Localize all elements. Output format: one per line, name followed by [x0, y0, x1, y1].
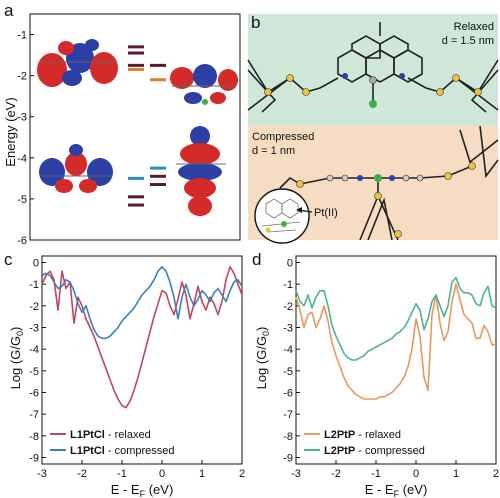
- panel-c-ylabel: Log (G/G0): [8, 327, 25, 390]
- panel-d-ylabel: Log (G/G0): [254, 327, 271, 390]
- orbital-homo-right-illustration: [176, 126, 226, 216]
- panel-a-ytick-label: -5: [17, 194, 27, 206]
- panel-a-ytick-label: -6: [17, 235, 27, 247]
- panel-a-y-ticks: -1 -2 -3 -4 -5 -6: [17, 30, 34, 247]
- panel-a-frame: [29, 13, 241, 241]
- y-tick-label: -4: [283, 344, 293, 356]
- y-tick-label: -5: [29, 366, 39, 378]
- y-tick-label: -2: [29, 301, 39, 313]
- y-tick-label: -1: [283, 279, 293, 291]
- legend-entry: L1PtCl - relaxed: [70, 429, 151, 441]
- x-tick-label: 1: [453, 468, 459, 480]
- x-tick-label: -2: [77, 468, 87, 480]
- pt-inset-illustration: [254, 188, 313, 244]
- orbital-lumo-left-illustration: [37, 39, 118, 87]
- y-tick-label: -3: [29, 323, 39, 335]
- x-tick-label: 2: [239, 468, 245, 480]
- y-tick-label: -3: [283, 323, 293, 335]
- compressed-distance: d = 1 nm: [252, 145, 295, 157]
- x-tick-label: 1: [199, 468, 205, 480]
- y-tick-label: -8: [29, 431, 39, 443]
- y-tick-label: -4: [29, 344, 39, 356]
- panel-c-series: [41, 266, 243, 409]
- y-tick-label: -9: [283, 453, 293, 465]
- relaxed-molecule-illustration: [247, 22, 499, 113]
- panel-a-label: a: [4, 1, 14, 20]
- panel-c-ticks: -3 -2 -1 0 1 2 0 -1 -2 -3 -4 -5 -6 -7 -8 -9: [29, 258, 245, 481]
- panel-d-ticks: -3 -2 -1 0 1 2 0 -1 -2 -3 -4 -5 -6 -7 -8 -9: [283, 258, 499, 481]
- panel-d-legend: L2PtP - relaxed L2PtP - compressed: [304, 429, 425, 457]
- y-tick-label: -9: [29, 453, 39, 465]
- panel-d: d Log (G/G0) E - EF (eV) -3 -2 -1 0 1 20-1-2-…: [252, 250, 499, 498]
- y-tick-label: -5: [283, 366, 293, 378]
- pt-label: Pt(II): [314, 207, 338, 219]
- x-tick-label: -3: [291, 468, 301, 480]
- y-tick-label: 0: [33, 258, 39, 270]
- panel-a-ytick-label: -2: [17, 71, 27, 83]
- panel-d-frame: [295, 255, 497, 465]
- y-tick-label: -6: [283, 388, 293, 400]
- orbital-lumo-right-illustration: [170, 64, 238, 105]
- panel-c-xlabel: E - EF (eV): [111, 482, 174, 498]
- relaxed-distance: d = 1.5 nm: [442, 35, 494, 47]
- x-tick-label: 2: [493, 468, 499, 480]
- panel-d-xlabel: E - EF (eV): [365, 482, 428, 498]
- panel-a-ytick-label: -3: [17, 112, 27, 124]
- y-tick-label: -7: [283, 409, 293, 421]
- y-tick-label: -1: [29, 279, 39, 291]
- x-tick-label: 0: [159, 468, 165, 480]
- x-tick-label: -3: [37, 468, 47, 480]
- panel-c-legend: L1PtCl - relaxed L1PtCl - compressed: [50, 429, 175, 457]
- y-tick-label: -6: [29, 388, 39, 400]
- x-tick-label: -1: [117, 468, 127, 480]
- y-tick-label: -8: [283, 431, 293, 443]
- panel-a-ylabel: Energy (eV): [3, 97, 18, 166]
- panel-d-label: d: [252, 250, 261, 269]
- orbital-homo-left-illustration: [39, 144, 113, 193]
- legend-entry: L1PtCl - compressed: [70, 445, 175, 457]
- y-tick-label: -2: [283, 301, 293, 313]
- panel-a-ytick-label: -1: [17, 30, 27, 42]
- c-series-line-1: [41, 266, 243, 340]
- c-series-line-0: [41, 266, 243, 409]
- d-series-line-1: [295, 276, 497, 361]
- panel-b: b Relaxed d = 1.5 nm Compressed d = 1 nm: [247, 13, 499, 244]
- panel-c: c Log (G/G0) E - EF (eV) -3 -2 -1 0 1 20-1-2-…: [4, 250, 245, 498]
- legend-entry: L2PtP - compressed: [324, 445, 425, 457]
- relaxed-atoms: [264, 73, 482, 108]
- x-tick-label: -1: [371, 468, 381, 480]
- panel-a-ytick-label: -4: [17, 153, 27, 165]
- panel-a: a Energy (eV) -1 -2 -3 -4 -5 -6: [3, 1, 241, 247]
- d-series-line-0: [295, 283, 496, 400]
- panel-c-frame: [41, 255, 243, 465]
- panel-c-label: c: [4, 250, 13, 269]
- x-tick-label: 0: [413, 468, 419, 480]
- compressed-atoms: [296, 162, 476, 238]
- panel-b-label: b: [251, 13, 260, 32]
- panel-d-series: [295, 276, 497, 400]
- y-tick-label: -7: [29, 409, 39, 421]
- legend-entry: L2PtP - relaxed: [324, 429, 401, 441]
- y-tick-label: 0: [287, 258, 293, 270]
- panel-a-energy-levels: [128, 45, 166, 207]
- compressed-title: Compressed: [252, 131, 314, 143]
- relaxed-title: Relaxed: [454, 21, 494, 33]
- x-tick-label: -2: [331, 468, 341, 480]
